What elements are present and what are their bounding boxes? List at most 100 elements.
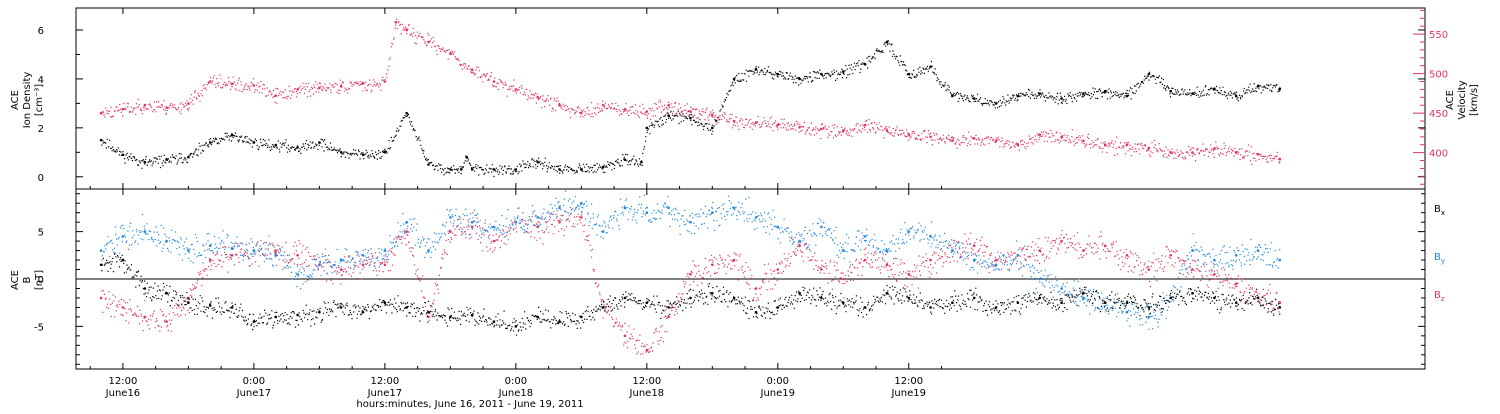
bx-point [1191,291,1194,295]
by-point [623,206,627,210]
density-point [187,155,190,159]
x-tick-time-label: 0:00 [767,376,789,387]
by-point [536,216,539,219]
velocity-point-cloud [101,18,1281,165]
by-point-cloud [101,190,1281,330]
density-point [165,158,168,161]
density-point [361,153,365,157]
bx-point [689,296,692,300]
velocity-point [820,127,823,131]
velocity-point [1060,135,1063,139]
by-point [99,249,103,252]
y-tick-label: 2 [38,124,44,135]
density-point [798,77,801,81]
y-tick-label: 0 [38,173,44,184]
bx-point [929,306,932,309]
y2-axis-title-line: Velocity [1457,80,1468,119]
density-point [1191,92,1194,95]
bx-point [754,310,758,314]
y-axis-title-line: [nT] [34,270,45,290]
velocity-point [907,133,911,136]
bx-point [296,313,299,317]
density-point [1125,94,1129,98]
bz-point [732,258,736,262]
bx-point [994,306,998,309]
by-point [1213,258,1216,262]
bz-point [230,254,234,257]
velocity-point [1082,139,1085,143]
by-point [339,258,343,262]
bz-point [1103,244,1107,248]
x-tick-date-label: June19 [890,388,926,399]
velocity-point [339,84,343,88]
bz-point [296,254,299,257]
velocity-point [580,111,583,115]
y-axis-title-line: [cm⁻³] [34,84,45,116]
density-point [732,77,736,81]
velocity-point [121,107,125,111]
bx-point [1082,291,1085,295]
legend-label: B [1434,290,1441,301]
density-point [514,168,518,171]
velocity-point [394,20,398,24]
velocity-point [383,80,387,83]
bz-point [689,273,692,276]
bz-point [1234,282,1238,286]
density-point [1147,72,1151,76]
bz-point [885,263,889,267]
velocity-point [994,139,998,143]
bz-point [1125,254,1129,257]
velocity-point [252,84,256,87]
bx-point [1213,296,1216,300]
x-tick-date-label: June18 [629,388,665,399]
by-point [1256,249,1260,252]
velocity-point [776,123,780,127]
by-point [1191,249,1194,252]
y2-axis-title: ACEVelocity[km/s] [1445,80,1480,119]
bx-point [820,296,823,300]
bx-point [951,301,954,305]
by-point [492,225,496,229]
velocity-point [1169,151,1172,154]
bz-point [820,268,823,271]
bx-point [143,287,147,290]
bx-point-cloud [101,252,1281,336]
velocity-point [601,103,605,107]
bz-point [492,239,496,243]
density-point [640,160,643,164]
bz-point [776,268,780,271]
velocity-point [274,94,278,97]
velocity-point [1234,151,1238,154]
bx-point [645,301,649,305]
density-point [449,168,452,171]
density-point [1234,94,1238,98]
by-point [754,216,758,219]
bx-point [449,315,452,319]
x-tick-date-label: June19 [760,388,796,399]
bz-point [165,320,168,323]
bz-point [907,273,911,276]
bx-point [842,301,845,305]
by-point [1278,258,1282,262]
bz-point [645,348,649,352]
velocity-point [929,135,932,139]
bx-point [601,306,605,309]
density-point [427,163,430,166]
y-tick-label: 5 [38,228,44,239]
density-point [492,168,496,171]
density-point [143,160,147,164]
density-point [842,70,845,73]
x-axis-title: hours:minutes, June 16, 2011 - June 19, … [356,399,583,410]
by-point [1060,287,1063,290]
density-point [536,160,539,164]
bx-point [776,306,780,309]
density-point [623,158,627,161]
velocity-point [514,88,518,91]
bx-point [361,310,365,314]
bx-point [972,296,976,300]
by-point [1125,310,1129,314]
y2-tick-label: 550 [1429,30,1448,41]
density-point [405,111,409,115]
density-point [99,138,103,142]
